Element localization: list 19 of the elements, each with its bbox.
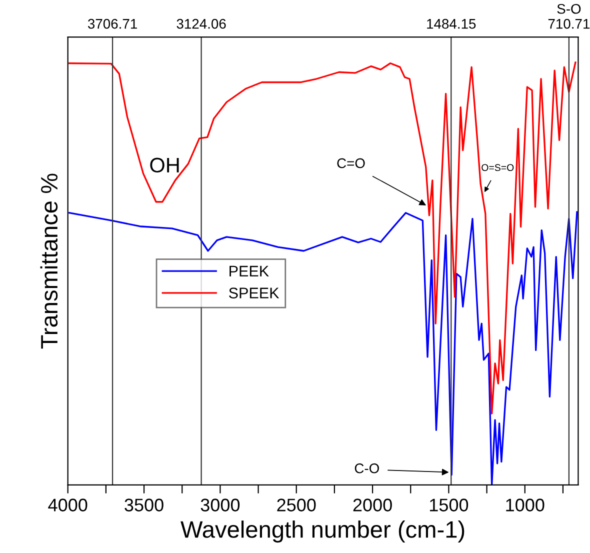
- x-tick-label: 2500: [277, 498, 316, 512]
- x-tick-label: 1500: [430, 498, 468, 512]
- ref-line-label: 3124.06: [176, 18, 226, 29]
- x-tick-label: 2000: [353, 498, 392, 512]
- annotation: OH: [150, 158, 179, 173]
- ref-line-label: S-O 710.71: [548, 4, 590, 29]
- legend-label: PEEK: [230, 266, 269, 276]
- annotation: C=O: [337, 158, 365, 168]
- annotation: O=S=O: [482, 164, 514, 172]
- x-tick-label: 4000: [48, 498, 88, 512]
- x-tick-label: 1000: [506, 498, 544, 512]
- ref-line-label: 3706.71: [88, 18, 137, 29]
- legend-label: SPEEK: [229, 288, 280, 298]
- x-axis-title: Wavelength number (cm-1): [180, 520, 464, 543]
- annotation: C-O: [354, 463, 379, 474]
- x-tick-label: 3000: [200, 498, 240, 512]
- x-tick-label: 3500: [124, 498, 164, 512]
- y-axis-title: Transmittance %: [40, 174, 58, 349]
- ref-line-label: 1484.15: [427, 18, 476, 29]
